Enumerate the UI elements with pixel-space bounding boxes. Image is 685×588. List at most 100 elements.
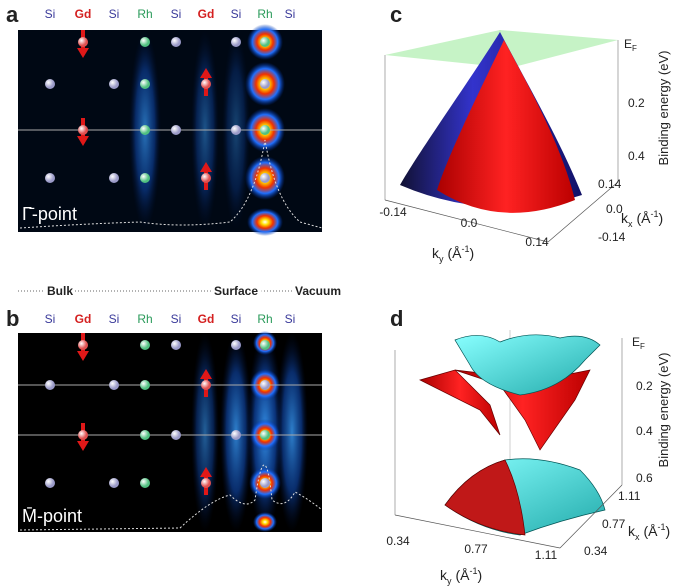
axis-label: ky (Å-1) [440,566,482,586]
region-label: Surface [214,284,258,298]
kx-tick: -0.14 [598,230,626,244]
panel-letter: d [390,306,403,331]
atom [260,380,270,390]
atom-label: Rh [137,7,152,21]
panel-letter: c [390,2,402,27]
ky-tick: 0.0 [461,216,478,230]
atom-label: Si [171,312,182,326]
atom [231,125,241,135]
ef-sub: F [632,44,637,53]
axis-label-close: ) [659,210,664,226]
atom [171,125,181,135]
energy-tick: 0.4 [636,424,653,438]
atom [260,478,270,488]
atom [201,478,211,488]
atom-label: Si [285,312,296,326]
point-label: Γ̄-point [22,204,77,224]
axis-label: kx (Å-1) [621,209,663,229]
atom-label: Si [109,7,120,21]
atom-label: Gd [75,312,92,326]
atom-label: Si [109,312,120,326]
energy-tick: 0.6 [636,471,653,485]
panel-letter: b [6,306,19,331]
kx-tick: 0.0 [606,202,623,216]
ky-tick: 1.11 [535,548,558,562]
atom [78,430,88,440]
atom [140,380,150,390]
atom [78,340,88,350]
atom [260,430,270,440]
atom-label: Si [231,7,242,21]
atom [140,79,150,89]
atom [260,37,270,47]
atom-label: Si [285,7,296,21]
atom [231,430,241,440]
energy-axis-label: Binding energy (eV) [656,353,671,468]
atom [140,430,150,440]
axis-label-sub: x [635,532,640,542]
panel-letter: a [6,2,19,27]
panel-a-map [18,24,323,236]
energy-tick: 0.2 [636,379,653,393]
axis-label-main: k [440,567,448,583]
atom [140,340,150,350]
energy-tick: 0.2 [628,96,645,110]
atom [201,380,211,390]
atom-label: Si [45,7,56,21]
axis-label-sup: -1 [651,209,659,219]
region-label: Bulk [47,284,73,298]
atom [171,430,181,440]
atom [201,79,211,89]
atom [231,37,241,47]
axis-label-close: ) [666,523,671,539]
axis-label-sub: x [628,219,633,229]
atom [231,340,241,350]
atom-label: Rh [257,7,272,21]
ef-label: EF [632,335,645,351]
axis-label-sub: y [447,576,452,586]
energy-tick: 0.4 [628,149,645,163]
atom [260,79,270,89]
atom-label: Si [231,312,242,326]
axis-label-unit: (Å [456,567,471,583]
ef-main: E [624,37,632,51]
atom [171,340,181,350]
ef-label: EF [624,37,637,53]
axis-label-sup: -1 [462,244,470,254]
axis-label-sub: y [439,254,444,264]
atom [140,173,150,183]
axis-label-sup: -1 [470,566,478,576]
atom-label: Si [171,7,182,21]
atom [109,173,119,183]
panel-d-plot [394,330,623,549]
ky-tick: -0.14 [379,205,407,219]
kx-tick: 0.77 [602,517,626,531]
kx-tick: 0.14 [598,177,622,191]
ky-tick: 0.77 [464,542,488,556]
region-label: Vacuum [295,284,341,298]
atom-label: Rh [137,312,152,326]
atom [140,478,150,488]
energy-axis-label: Binding energy (eV) [656,51,671,166]
atom [140,37,150,47]
axis-label-main: k [432,245,440,261]
atom [45,79,55,89]
atom [109,478,119,488]
point-label: M̄-point [22,506,82,526]
atom [260,173,270,183]
ef-main: E [632,335,640,349]
atom [140,125,150,135]
axis-label-close: ) [470,245,475,261]
atom [78,125,88,135]
labels: Si Gd Si Rh Si Gd Si Rh Si Si Gd Si Rh Si Gd Si Rh Si a Γ̄-… [6,2,671,586]
axis-label-close: ) [478,567,483,583]
atom [260,340,270,350]
kx-tick: 1.11 [618,489,641,503]
ef-sub: F [640,342,645,351]
ky-tick: 0.14 [525,235,549,249]
axis-label: kx (Å-1) [628,522,670,542]
atom [45,478,55,488]
atom [260,125,270,135]
atom [109,380,119,390]
